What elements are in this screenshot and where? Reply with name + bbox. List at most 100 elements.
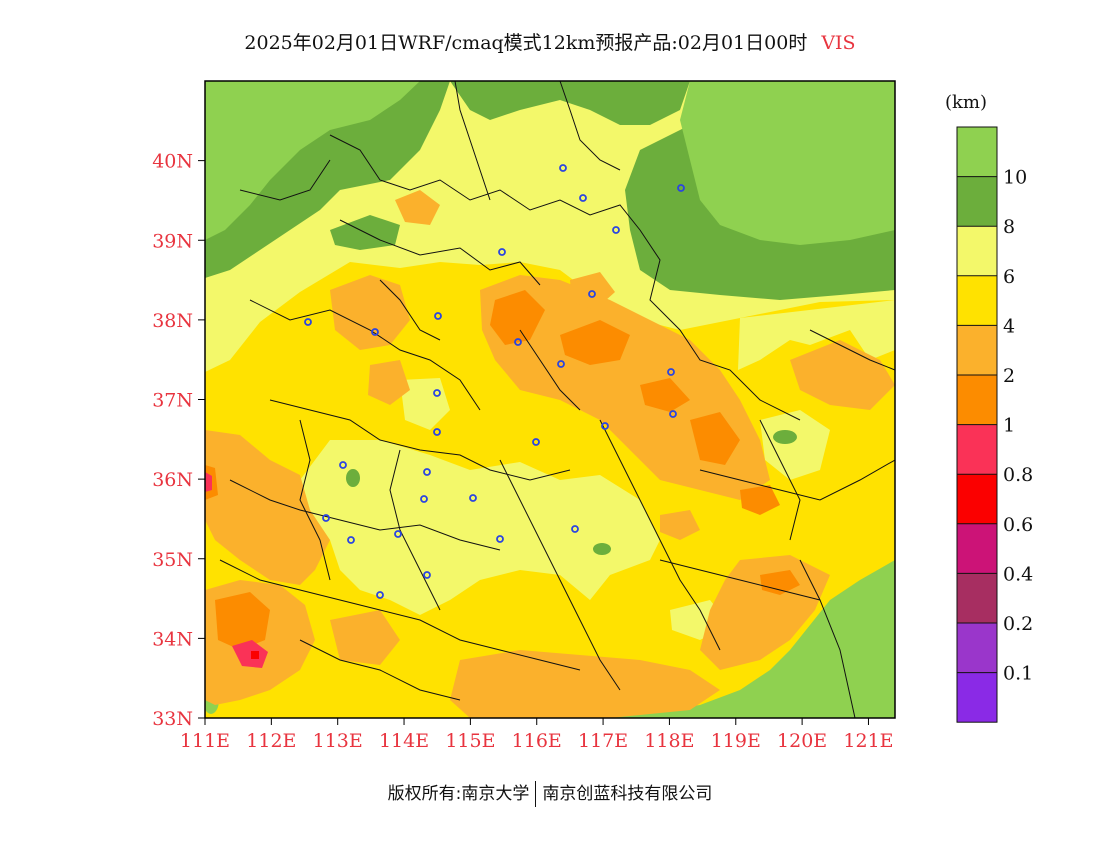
legend-level-label: 2 bbox=[1003, 365, 1015, 387]
field-1-2-g bbox=[640, 378, 690, 412]
field-8-10-dot-a bbox=[773, 430, 797, 444]
city-marker bbox=[322, 514, 330, 522]
variable-label: VIS bbox=[821, 32, 856, 54]
field-2-4-west bbox=[205, 430, 330, 585]
city-marker bbox=[612, 226, 620, 234]
lat-tick-label: 37N bbox=[152, 390, 193, 412]
city-marker bbox=[339, 461, 347, 469]
city-markers bbox=[304, 164, 685, 599]
visibility-field bbox=[205, 81, 895, 718]
latitude-axis: 40N 39N 38N 37N 36N 35N 34N 33N bbox=[152, 151, 205, 730]
city-marker bbox=[498, 248, 506, 256]
legend-swatch bbox=[957, 375, 997, 425]
lat-tick-label: 35N bbox=[152, 549, 193, 571]
field-6-8-east bbox=[738, 300, 895, 370]
city-marker bbox=[469, 494, 477, 502]
field-2-4-patch-b bbox=[395, 190, 440, 225]
city-marker bbox=[669, 410, 677, 418]
city-marker bbox=[420, 495, 428, 503]
field-0-8-1-a bbox=[232, 640, 268, 668]
footer-separator bbox=[535, 781, 537, 807]
legend-swatch bbox=[957, 523, 997, 574]
lat-tick-label: 34N bbox=[152, 628, 193, 650]
legend-swatch bbox=[957, 226, 997, 276]
city-marker bbox=[667, 368, 675, 376]
legend-level-label: 0.1 bbox=[1003, 663, 1033, 685]
city-marker bbox=[433, 389, 441, 397]
legend-swatch bbox=[957, 672, 997, 723]
city-marker bbox=[588, 290, 596, 298]
field-1-2-d bbox=[215, 592, 270, 650]
legend-level-label: 10 bbox=[1003, 167, 1027, 189]
company-text: 南京创蓝科技有限公司 bbox=[542, 784, 713, 804]
city-marker bbox=[347, 536, 355, 544]
lat-tick-label: 40N bbox=[152, 151, 193, 173]
lon-tick-label: 120E bbox=[777, 730, 827, 752]
field-0-8-1-b bbox=[205, 472, 212, 492]
field-0-6-0-8 bbox=[251, 651, 259, 659]
field-6-8-central bbox=[300, 440, 660, 615]
field-8-10-n bbox=[450, 81, 690, 125]
lon-tick-label: 111E bbox=[180, 730, 230, 752]
field-2-4-patch-a bbox=[330, 275, 410, 350]
footer: 版权所有:南京大学 南京创蓝科技有限公司 bbox=[0, 779, 1100, 807]
legend-unit: (km) bbox=[945, 92, 987, 113]
field-2-4-patch-e bbox=[330, 610, 400, 665]
city-marker bbox=[557, 360, 565, 368]
city-marker bbox=[514, 338, 522, 346]
city-marker bbox=[579, 194, 587, 202]
field-2-4-bottom bbox=[450, 650, 720, 718]
field-8-10-dot-c bbox=[346, 469, 360, 487]
title-text: 2025年02月01日WRF/cmaq模式12km预报产品:02月01日00时 bbox=[244, 32, 808, 54]
city-marker bbox=[394, 530, 402, 538]
legend-colorbar: 10 8 6 4 2 1 0.8 0.6 0.4 0.2 0.1 bbox=[956, 126, 1033, 723]
legend-level-label: 4 bbox=[1003, 315, 1015, 337]
lon-tick-label: 117E bbox=[578, 730, 628, 752]
legend-level-label: 0.4 bbox=[1003, 563, 1033, 585]
city-marker bbox=[559, 164, 567, 172]
city-marker bbox=[376, 591, 384, 599]
lat-tick-label: 33N bbox=[152, 708, 193, 730]
legend-swatch bbox=[957, 474, 997, 524]
legend-level-label: 8 bbox=[1003, 216, 1015, 238]
field-1-2-c bbox=[690, 412, 740, 465]
longitude-axis: 111E 112E 113E 114E 115E 116E 117E 118E 119E 120E… bbox=[180, 718, 894, 752]
field-1-2-e bbox=[740, 485, 780, 515]
lat-tick-label: 39N bbox=[152, 230, 193, 252]
city-marker bbox=[677, 184, 685, 192]
legend-level-label: 0.8 bbox=[1003, 464, 1033, 486]
lon-tick-label: 121E bbox=[843, 730, 893, 752]
legend-level-label: 1 bbox=[1003, 415, 1015, 437]
province-boundaries bbox=[219, 81, 895, 718]
city-marker bbox=[433, 428, 441, 436]
lon-tick-label: 116E bbox=[512, 730, 562, 752]
lon-tick-label: 118E bbox=[644, 730, 694, 752]
legend-level-label: 6 bbox=[1003, 266, 1015, 288]
field-gt10-nw bbox=[205, 81, 420, 240]
lon-tick-label: 115E bbox=[445, 730, 495, 752]
legend-swatch bbox=[957, 176, 997, 227]
field-6-8-patch-a bbox=[400, 378, 450, 430]
field-2-4-east bbox=[790, 340, 895, 410]
legend-swatch bbox=[957, 623, 997, 673]
lon-tick-label: 112E bbox=[246, 730, 296, 752]
city-marker bbox=[423, 468, 431, 476]
city-marker bbox=[371, 328, 379, 336]
legend-swatch bbox=[957, 325, 997, 375]
field-2-4-patch-d bbox=[368, 360, 410, 405]
field-1-2-f bbox=[760, 570, 800, 595]
legend-level-label: 0.2 bbox=[1003, 613, 1033, 635]
copyright-text: 版权所有:南京大学 bbox=[387, 784, 530, 804]
lat-tick-label: 38N bbox=[152, 310, 193, 332]
city-marker bbox=[304, 318, 312, 326]
city-marker bbox=[434, 312, 442, 320]
field-6-8-patch-b bbox=[760, 410, 830, 480]
legend-swatch bbox=[957, 424, 997, 475]
city-marker bbox=[571, 525, 579, 533]
legend-swatch bbox=[957, 275, 997, 326]
city-marker bbox=[496, 535, 504, 543]
city-marker bbox=[423, 571, 431, 579]
field-gt10-ne bbox=[680, 81, 895, 245]
legend-swatch bbox=[957, 573, 997, 623]
lon-tick-label: 119E bbox=[711, 730, 761, 752]
